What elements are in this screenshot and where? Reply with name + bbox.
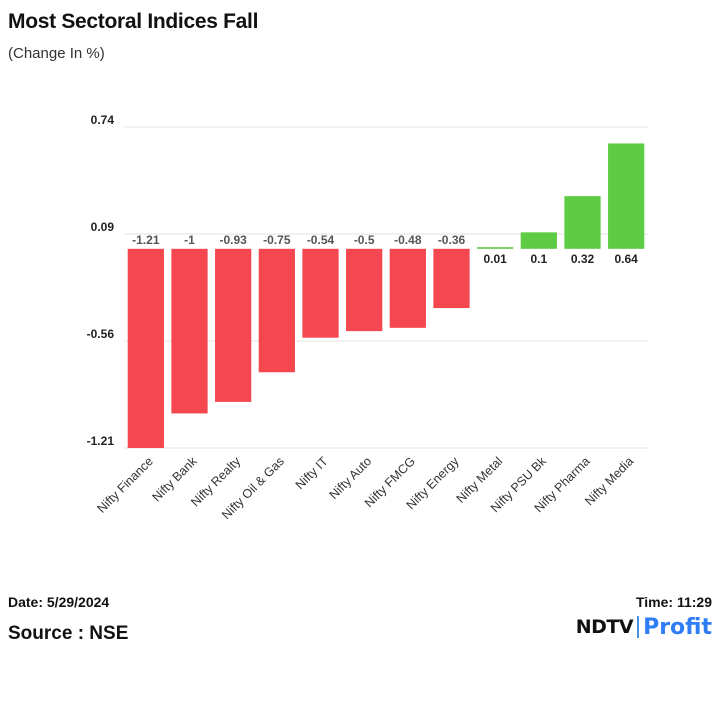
bar — [389, 248, 426, 328]
y-tick-label: -1.21 — [87, 434, 115, 448]
data-label: -0.93 — [219, 233, 247, 247]
x-tick-label: Nifty Finance — [94, 454, 156, 516]
bar — [302, 248, 339, 338]
bar — [215, 248, 252, 402]
y-tick-label: 0.09 — [91, 220, 115, 234]
data-label: -0.75 — [263, 233, 291, 247]
footer-source: Source : NSE — [8, 623, 129, 644]
y-tick-label: -0.56 — [87, 327, 115, 341]
bar — [171, 248, 208, 414]
logo-divider — [637, 616, 640, 638]
footer-time: Time: 11:29 — [635, 594, 712, 610]
bar — [258, 248, 295, 373]
chart-title: Most Sectoral Indices Fall — [8, 10, 259, 33]
data-label: -0.54 — [307, 233, 335, 247]
bar — [608, 143, 645, 249]
bar — [477, 247, 514, 249]
data-label: -1.21 — [132, 233, 160, 247]
data-label: 0.64 — [614, 252, 638, 266]
ndtv-profit-logo: NDTV Profit — [576, 614, 712, 640]
bar — [127, 248, 164, 448]
footer-date: Date: 5/29/2024 — [8, 594, 110, 610]
data-label: 0.1 — [530, 252, 547, 266]
data-label: -0.48 — [394, 233, 422, 247]
chart-subtitle: (Change In %) — [8, 45, 105, 62]
data-label: -0.5 — [354, 233, 375, 247]
bar — [346, 248, 383, 332]
logo-brand: NDTV — [575, 616, 634, 638]
data-label: 0.32 — [571, 252, 595, 266]
bar — [564, 196, 601, 249]
bar — [433, 248, 470, 309]
data-label: 0.01 — [483, 252, 507, 266]
y-tick-label: 0.74 — [91, 113, 115, 127]
bar — [520, 232, 557, 249]
logo-product: Profit — [643, 614, 712, 640]
data-label: -1 — [184, 233, 195, 247]
x-tick-label: Nifty IT — [293, 454, 331, 492]
data-label: -0.36 — [438, 233, 466, 247]
